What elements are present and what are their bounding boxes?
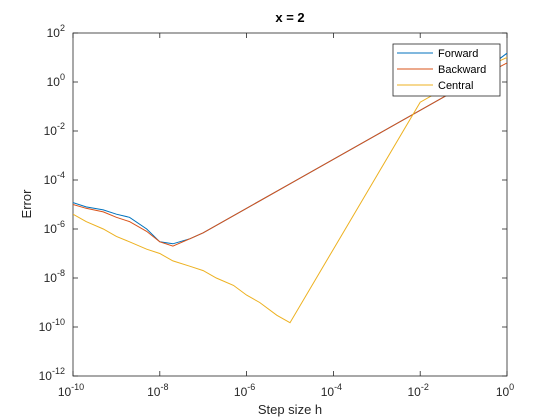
tick-labels: 10-10 10-8 10-6 10-4 10-2 10010-1210-1010-810… [39,23,515,399]
x-tick-label: 10-8 [147,382,168,399]
y-tick-label: 10-10 [39,317,65,334]
series-layer [73,52,507,324]
y-tick-label: 10-6 [44,219,65,236]
x-tick-label: 10-10 [58,382,84,399]
y-tick-label: 10-8 [44,268,65,285]
chart-title: x = 2 [275,10,304,25]
x-tick-label: 10-6 [234,382,255,399]
series-line-backward [73,62,507,247]
y-tick-label: 10-2 [44,121,65,138]
legend-label: Backward [438,64,486,76]
legend-label: Central [438,80,473,92]
y-tick-label: 10-12 [39,366,65,383]
y-tick-label: 100 [47,72,65,89]
x-tick-label: 100 [496,382,514,399]
x-tick-label: 10-4 [321,382,342,399]
x-tick-label: 10-2 [408,382,429,399]
x-axis-label: Step size h [258,402,322,417]
y-tick-label: 10-4 [44,170,65,187]
series-line-central [73,57,507,324]
y-tick-label: 102 [47,23,65,40]
legend-label: Forward [438,48,478,60]
legend: Forward Backward Central [392,43,501,97]
y-axis-label: Error [19,189,34,219]
axis-ticks [72,32,508,377]
